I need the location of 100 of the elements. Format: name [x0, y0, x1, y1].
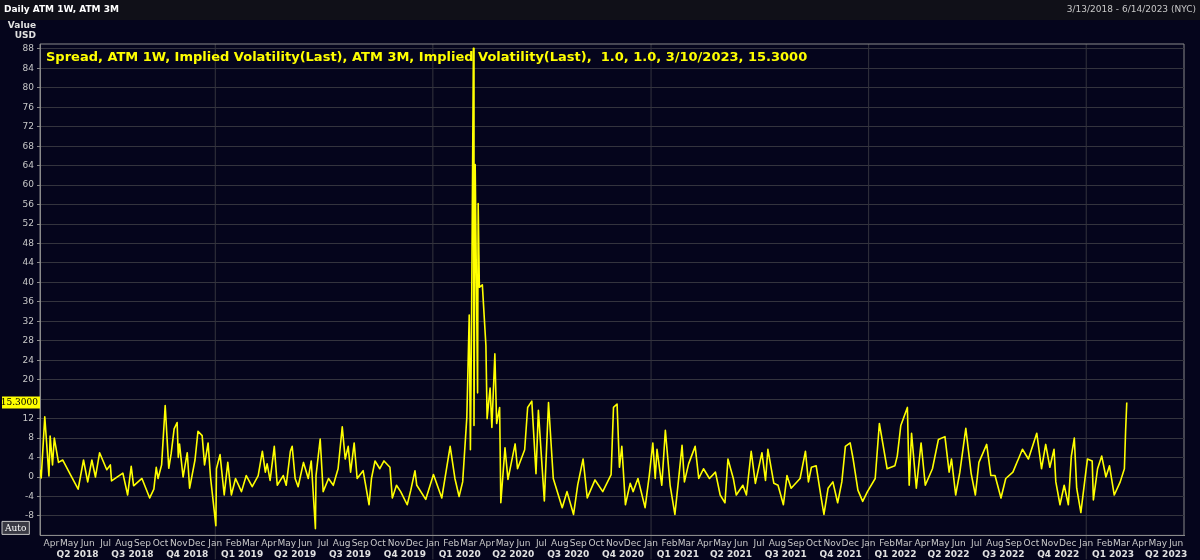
chart-title: Daily ATM 1W, ATM 3M [4, 4, 119, 15]
x-tick-label: Aug [551, 538, 569, 549]
x2-tick-label: Q2 2020 [492, 548, 535, 559]
x-tick-label: Apr [696, 538, 713, 549]
x-tick-label: Sep [351, 538, 369, 549]
x-tick-label: Apr [1132, 538, 1148, 549]
x-tick-label: Apr [914, 538, 931, 549]
x-tick-label: Dec [405, 538, 424, 549]
y-tick-label: 80 [22, 82, 35, 93]
x-tick-label: Aug [768, 538, 787, 549]
x-tick-label: Feb [225, 538, 242, 549]
x-tick-label: Nov [170, 538, 189, 549]
x-tick-label: Jun [950, 538, 966, 549]
y-tick-label: 8 [28, 432, 35, 443]
x-tick-label: Jul [534, 538, 547, 549]
y-tick-label: 32 [22, 315, 34, 326]
x2-tick-label: Q1 2021 [656, 548, 699, 559]
y-tick-label: 56 [22, 198, 35, 209]
y-tick-label: 36 [22, 296, 35, 307]
x-tick-label: May [713, 538, 733, 549]
x-tick-label: Jan [643, 538, 658, 549]
x2-tick-label: Q2 2022 [927, 548, 970, 559]
x2-tick-label: Q2 2021 [709, 548, 752, 559]
x-tick-label: Jan [860, 538, 876, 549]
x-tick-label: May [277, 538, 297, 549]
x2-tick-label: Q4 2018 [166, 548, 209, 559]
x2-tick-label: Q3 2019 [328, 548, 372, 559]
x-tick-label: Dec [188, 538, 206, 549]
x-tick-label: Sep [569, 538, 588, 549]
y-tick-label: 88 [22, 43, 35, 54]
x-tick-label: Oct [588, 538, 605, 549]
x-tick-label: Jun [297, 538, 313, 549]
y-tick-label: 64 [22, 159, 35, 170]
x-tick-label: Dec [841, 538, 859, 549]
x-tick-label: Apr [261, 538, 277, 549]
y-tick-label: 52 [22, 218, 34, 229]
text: Auto [4, 522, 27, 533]
x-tick-label: Aug [115, 538, 133, 549]
x-tick-label: Jun [515, 538, 531, 549]
x2-tick-label: Q3 2020 [547, 548, 590, 559]
x-tick-label: Jul [99, 538, 112, 549]
y-tick-label: 12 [22, 412, 34, 423]
x2-tick-label: Q3 2018 [111, 548, 154, 559]
x-tick-label: Apr [43, 538, 60, 549]
y-tick-label: 0 [28, 471, 35, 482]
x2-tick-label: Q4 2022 [1037, 548, 1080, 559]
x-tick-label: Nov [823, 538, 842, 549]
y-tick-label: 48 [22, 237, 35, 248]
x-tick-label: Oct [370, 538, 387, 549]
x-tick-label: Dec [623, 538, 642, 549]
text: Spread, ATM 1W, Implied Volatility(Last), ATM 3M, Implied Volatility(Last), 1.0, 1.0, 3/10/2023, 15.3000 [46, 49, 808, 65]
x-tick-label: Jul [970, 538, 982, 549]
x-tick-label: May [930, 538, 951, 549]
x-tick-label: Oct [152, 538, 169, 549]
annotation: 15.3000 [0, 396, 39, 407]
x2-tick-label: Q1 2019 [221, 548, 264, 559]
y-axis-title: Value USD [7, 20, 36, 41]
y-tick-label: 20 [22, 374, 35, 385]
x2-tick-label: Q2 2018 [56, 548, 99, 559]
x-tick-label: Aug [986, 538, 1004, 549]
x-tick-label: Jun [1168, 538, 1184, 549]
y-tick-label: 68 [22, 140, 35, 151]
x2-tick-label: Q1 2023 [1092, 548, 1135, 559]
y-tick-label: 76 [22, 101, 35, 112]
y-tick-label: 84 [22, 62, 35, 73]
x-tick-label: Mar [677, 538, 696, 549]
x-tick-label: May [59, 538, 80, 549]
y-tick-label: 24 [22, 354, 35, 365]
x-tick-label: May [1148, 538, 1168, 549]
chart-subtitle: 3/13/2018 - 6/14/2023 (NYC) [1066, 4, 1196, 15]
x-tick-label: Feb [879, 538, 896, 549]
x2-tick-label: Q4 2019 [383, 548, 426, 559]
x2-tick-label: Q2 2019 [274, 548, 317, 559]
x-tick-label: Jun [733, 538, 749, 549]
y-tick-label: 72 [22, 121, 34, 132]
x-tick-label: Jul [752, 538, 765, 549]
x-tick-label: Mar [460, 538, 478, 549]
y-tick-label: 44 [22, 257, 35, 268]
x-tick-label: Jul [316, 538, 329, 549]
x2-tick-label: Q3 2022 [982, 548, 1025, 559]
x2-tick-label: Q4 2021 [819, 548, 862, 559]
x-tick-label: Feb [1096, 538, 1113, 549]
x-tick-label: Jan [1078, 538, 1094, 549]
x-tick-label: May [495, 538, 515, 549]
x-tick-label: Dec [1059, 538, 1077, 549]
x-tick-label: Sep [1005, 538, 1023, 549]
x-tick-label: Feb [443, 538, 460, 549]
y-tick-label: -4 [25, 490, 35, 501]
x2-tick-label: Q1 2020 [438, 548, 481, 559]
x-tick-label: Nov [605, 538, 625, 549]
y-tick-label: 40 [22, 276, 35, 287]
x-tick-label: Apr [479, 538, 496, 549]
x-tick-label: Sep [787, 538, 805, 549]
x2-tick-label: Q2 2023 [1145, 548, 1188, 559]
x-tick-label: Feb [661, 538, 678, 549]
x2-tick-label: Q4 2020 [601, 548, 645, 559]
x-tick-label: Mar [241, 538, 260, 549]
x-tick-label: Jan [424, 538, 440, 549]
y-tick-label: 28 [22, 335, 35, 346]
x2-tick-label: Q3 2021 [764, 548, 807, 559]
